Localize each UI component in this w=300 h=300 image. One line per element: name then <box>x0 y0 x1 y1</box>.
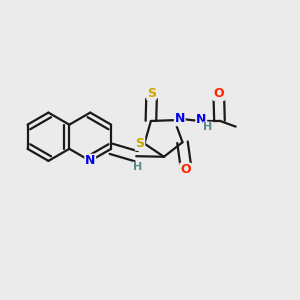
Text: S: S <box>136 137 145 150</box>
Text: N: N <box>85 154 95 167</box>
Text: O: O <box>214 87 224 100</box>
Text: S: S <box>147 86 156 100</box>
Text: H: H <box>133 162 142 172</box>
Text: N: N <box>175 112 185 125</box>
Text: H: H <box>203 122 212 132</box>
Text: O: O <box>180 164 191 176</box>
Text: N: N <box>196 113 206 126</box>
